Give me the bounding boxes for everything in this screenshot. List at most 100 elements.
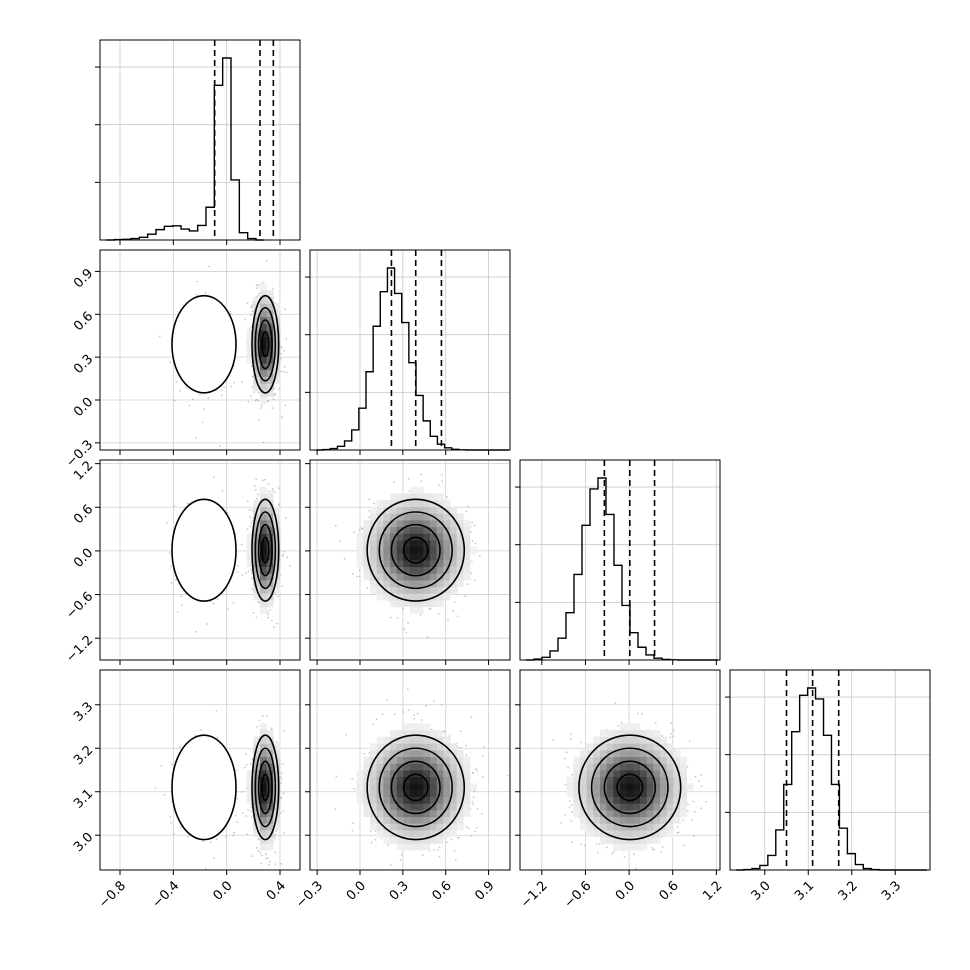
scatter-point [221, 394, 224, 397]
density-cell [403, 526, 411, 534]
scatter-point [235, 769, 238, 772]
density-cell [383, 533, 391, 541]
scatter-point [280, 812, 283, 814]
density-cell [253, 336, 261, 344]
density-cell [363, 560, 371, 568]
density-cell [260, 383, 268, 391]
density-cell [396, 500, 404, 508]
density-cell [450, 573, 458, 581]
density-cell [383, 506, 391, 514]
scatter-point [255, 283, 258, 286]
density-cell [423, 533, 431, 541]
density-cell [273, 790, 281, 798]
scatter-point [255, 616, 258, 619]
density-cell [443, 520, 451, 528]
density-cell [430, 566, 438, 574]
density-cell [390, 513, 398, 521]
scatter-point [236, 821, 239, 823]
hist-panel-2 [515, 459, 721, 665]
density-cell [416, 486, 424, 494]
scatter-point [283, 365, 286, 368]
density-cell [456, 553, 464, 561]
panel-border [99, 669, 301, 871]
scatter-point [243, 766, 246, 769]
contour-line [366, 498, 466, 602]
scatter-point [178, 745, 181, 748]
density-cell [463, 553, 471, 561]
density-cell [403, 566, 411, 574]
density-cell [383, 540, 391, 548]
scatter-point [168, 552, 171, 555]
density-cell [423, 500, 431, 508]
density-cell [273, 336, 281, 344]
scatter-point [166, 521, 168, 524]
density-cell [253, 520, 261, 528]
density-cell [410, 493, 418, 501]
scatter-point [173, 832, 176, 835]
density-cell [430, 526, 438, 534]
scatter-panel-3-0 [95, 669, 301, 875]
scatter-point [216, 736, 219, 739]
scatter-point [274, 851, 277, 854]
scatter-point [185, 386, 188, 389]
density-cell [383, 566, 391, 574]
density-cell [416, 573, 424, 581]
density-cell [363, 526, 371, 534]
density-cell [430, 493, 438, 501]
density-cell [430, 540, 438, 548]
density-cell [390, 560, 398, 568]
density-cell [253, 546, 261, 554]
density-cell [260, 390, 268, 398]
scatter-point [473, 524, 476, 527]
scatter-point [194, 437, 197, 439]
density-cell [463, 520, 471, 528]
density-cell [260, 343, 268, 351]
density-cell [410, 526, 418, 534]
scatter-point [276, 622, 278, 625]
scatter-point [257, 601, 260, 604]
density-cell [376, 506, 384, 514]
density-cell [260, 356, 268, 364]
hist-border [519, 459, 721, 661]
scatter-point [256, 287, 259, 290]
scatter-point [284, 308, 287, 311]
scatter-point [471, 540, 474, 542]
scatter-point [237, 564, 239, 567]
density-cell [253, 750, 261, 758]
density-cell [260, 493, 268, 501]
scatter-point [465, 510, 468, 513]
density-cell [260, 803, 268, 811]
scatter-point [250, 569, 252, 571]
density-cell [266, 546, 274, 554]
density-cell [370, 580, 378, 588]
density-cell [403, 593, 411, 601]
scatter-point [506, 774, 509, 777]
density-cell [253, 350, 261, 358]
density-cell [376, 573, 384, 581]
scatter-point [251, 758, 254, 761]
density-cell [390, 553, 398, 561]
density-cell [260, 593, 268, 601]
density-cell [443, 573, 451, 581]
density-cell [396, 593, 404, 601]
scatter-point [271, 488, 274, 491]
scatter-point [169, 361, 172, 363]
density-cell [266, 506, 274, 514]
scatter-point [223, 386, 226, 389]
density-cell [253, 770, 261, 778]
density-cell [383, 513, 391, 521]
scatter-point [471, 521, 473, 524]
scatter-point [180, 595, 183, 598]
scatter-point [246, 528, 249, 530]
scatter-point [452, 609, 455, 612]
density-cell [403, 533, 411, 541]
density-cell [273, 513, 281, 521]
density-cell [253, 310, 261, 318]
density-cell [450, 566, 458, 574]
density-cell [260, 770, 268, 778]
density-cell [410, 520, 418, 528]
density-cell [273, 310, 281, 318]
density-cell [246, 770, 254, 778]
contour-line [257, 760, 273, 815]
